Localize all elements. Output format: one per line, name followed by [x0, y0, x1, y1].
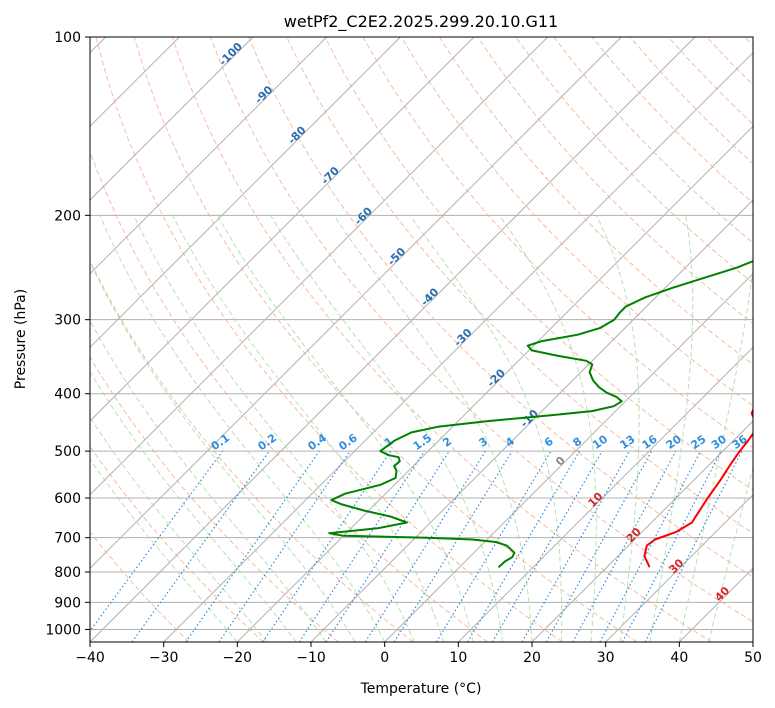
y-tick-label: 300 [54, 313, 81, 329]
y-axis-ticks: 100 200 300 400 500 600 700 800 900 1000 [45, 30, 90, 638]
moist-adiabat-line [649, 215, 694, 642]
moist-adiabat-line [270, 215, 503, 642]
isotherm-line [605, 493, 753, 642]
isotherm-line [90, 37, 475, 422]
dry-adiabat-line [90, 445, 264, 642]
moist-adiabat-line [596, 215, 640, 642]
isotherm-line [236, 125, 753, 642]
plot-frame [89, 36, 754, 643]
y-tick-label: 500 [54, 444, 81, 460]
y-tick-label: 400 [54, 387, 81, 403]
dry-adiabat-line [95, 37, 563, 642]
mixing-ratio-line [364, 450, 486, 642]
x-tick-label: 20 [523, 650, 541, 666]
isotherm-line [90, 37, 549, 496]
moist-adiabat-line [90, 319, 327, 642]
x-axis-ticks: −40 −30 −20 −10 0 10 20 30 40 50 [75, 642, 762, 666]
x-tick-label: −40 [75, 650, 105, 666]
moist-adiabat-line [708, 466, 753, 642]
y-tick-label: 200 [54, 208, 81, 224]
x-tick-label: 40 [670, 650, 688, 666]
x-tick-label: 10 [449, 650, 467, 666]
x-tick-label: −30 [149, 650, 179, 666]
dry-adiabat-line [90, 356, 339, 642]
x-tick-label: 50 [744, 650, 762, 666]
y-axis-label: Pressure (hPa) [13, 289, 29, 389]
moist-adiabat-line [99, 215, 386, 642]
profile-series [328, 260, 753, 568]
isotherm-line [90, 37, 328, 275]
isotherm-line [163, 51, 753, 642]
dry-adiabat-line [90, 531, 190, 642]
mixing-ratio-line [572, 450, 677, 642]
moist-adiabat-line [678, 265, 753, 642]
mixing-ratio-line [466, 450, 580, 642]
dewpoint-profile-line [328, 260, 753, 568]
moist-adiabats [90, 215, 753, 642]
y-tick-label: 800 [54, 565, 81, 581]
moist-adiabat-line [90, 458, 238, 642]
dry-adiabat-line [400, 37, 753, 407]
y-tick-label: 700 [54, 531, 81, 547]
moist-adiabat-line [90, 260, 356, 642]
x-tick-label: −10 [296, 650, 326, 666]
isotherm-line [90, 37, 622, 570]
temperature-profile-line [643, 407, 753, 568]
isotherm-line [531, 420, 753, 642]
y-tick-label: 1000 [45, 622, 81, 638]
y-tick-label: 900 [54, 595, 81, 611]
dry-adiabat-line [248, 37, 753, 578]
isotherm-line [90, 37, 696, 642]
mixing-ratio-line [521, 450, 631, 642]
mixing-ratio-lines [90, 450, 743, 642]
x-tick-label: 0 [380, 650, 389, 666]
dry-adiabat-line [90, 259, 414, 642]
mixing-ratio-line [185, 450, 320, 642]
dry-adiabats [90, 37, 753, 642]
x-tick-label: 30 [597, 650, 615, 666]
isotherm-line [90, 37, 401, 349]
x-tick-label: −20 [223, 650, 253, 666]
moist-adiabat-line [409, 215, 563, 642]
dry-adiabat-line [90, 150, 488, 642]
x-axis-label: Temperature (°C) [360, 681, 482, 697]
dry-adiabat-line [438, 37, 753, 366]
mixing-ratio-line [491, 450, 603, 642]
mixing-ratio-line [325, 450, 450, 642]
mixing-ratio-line [435, 450, 552, 642]
moist-adiabat-line [133, 215, 415, 642]
dry-adiabat-line [171, 37, 712, 642]
y-tick-label: 600 [54, 491, 81, 507]
moist-adiabat-line [499, 215, 597, 642]
chart-title: wetPf2_C2E2.2025.299.20.10.G11 [284, 12, 558, 32]
mixing-ratio-line [218, 450, 351, 642]
mixing-ratio-line [393, 450, 513, 642]
moist-adiabat-line [172, 215, 445, 642]
isotherm-line [90, 37, 254, 201]
dry-adiabat-line [515, 37, 753, 284]
moist-adiabat-line [90, 416, 268, 642]
y-tick-label: 100 [54, 30, 81, 46]
mixing-ratio-line [545, 450, 653, 642]
dry-adiabat-line [210, 37, 753, 623]
moist-adiabat-line [90, 370, 297, 642]
dry-adiabat-line [133, 37, 638, 642]
